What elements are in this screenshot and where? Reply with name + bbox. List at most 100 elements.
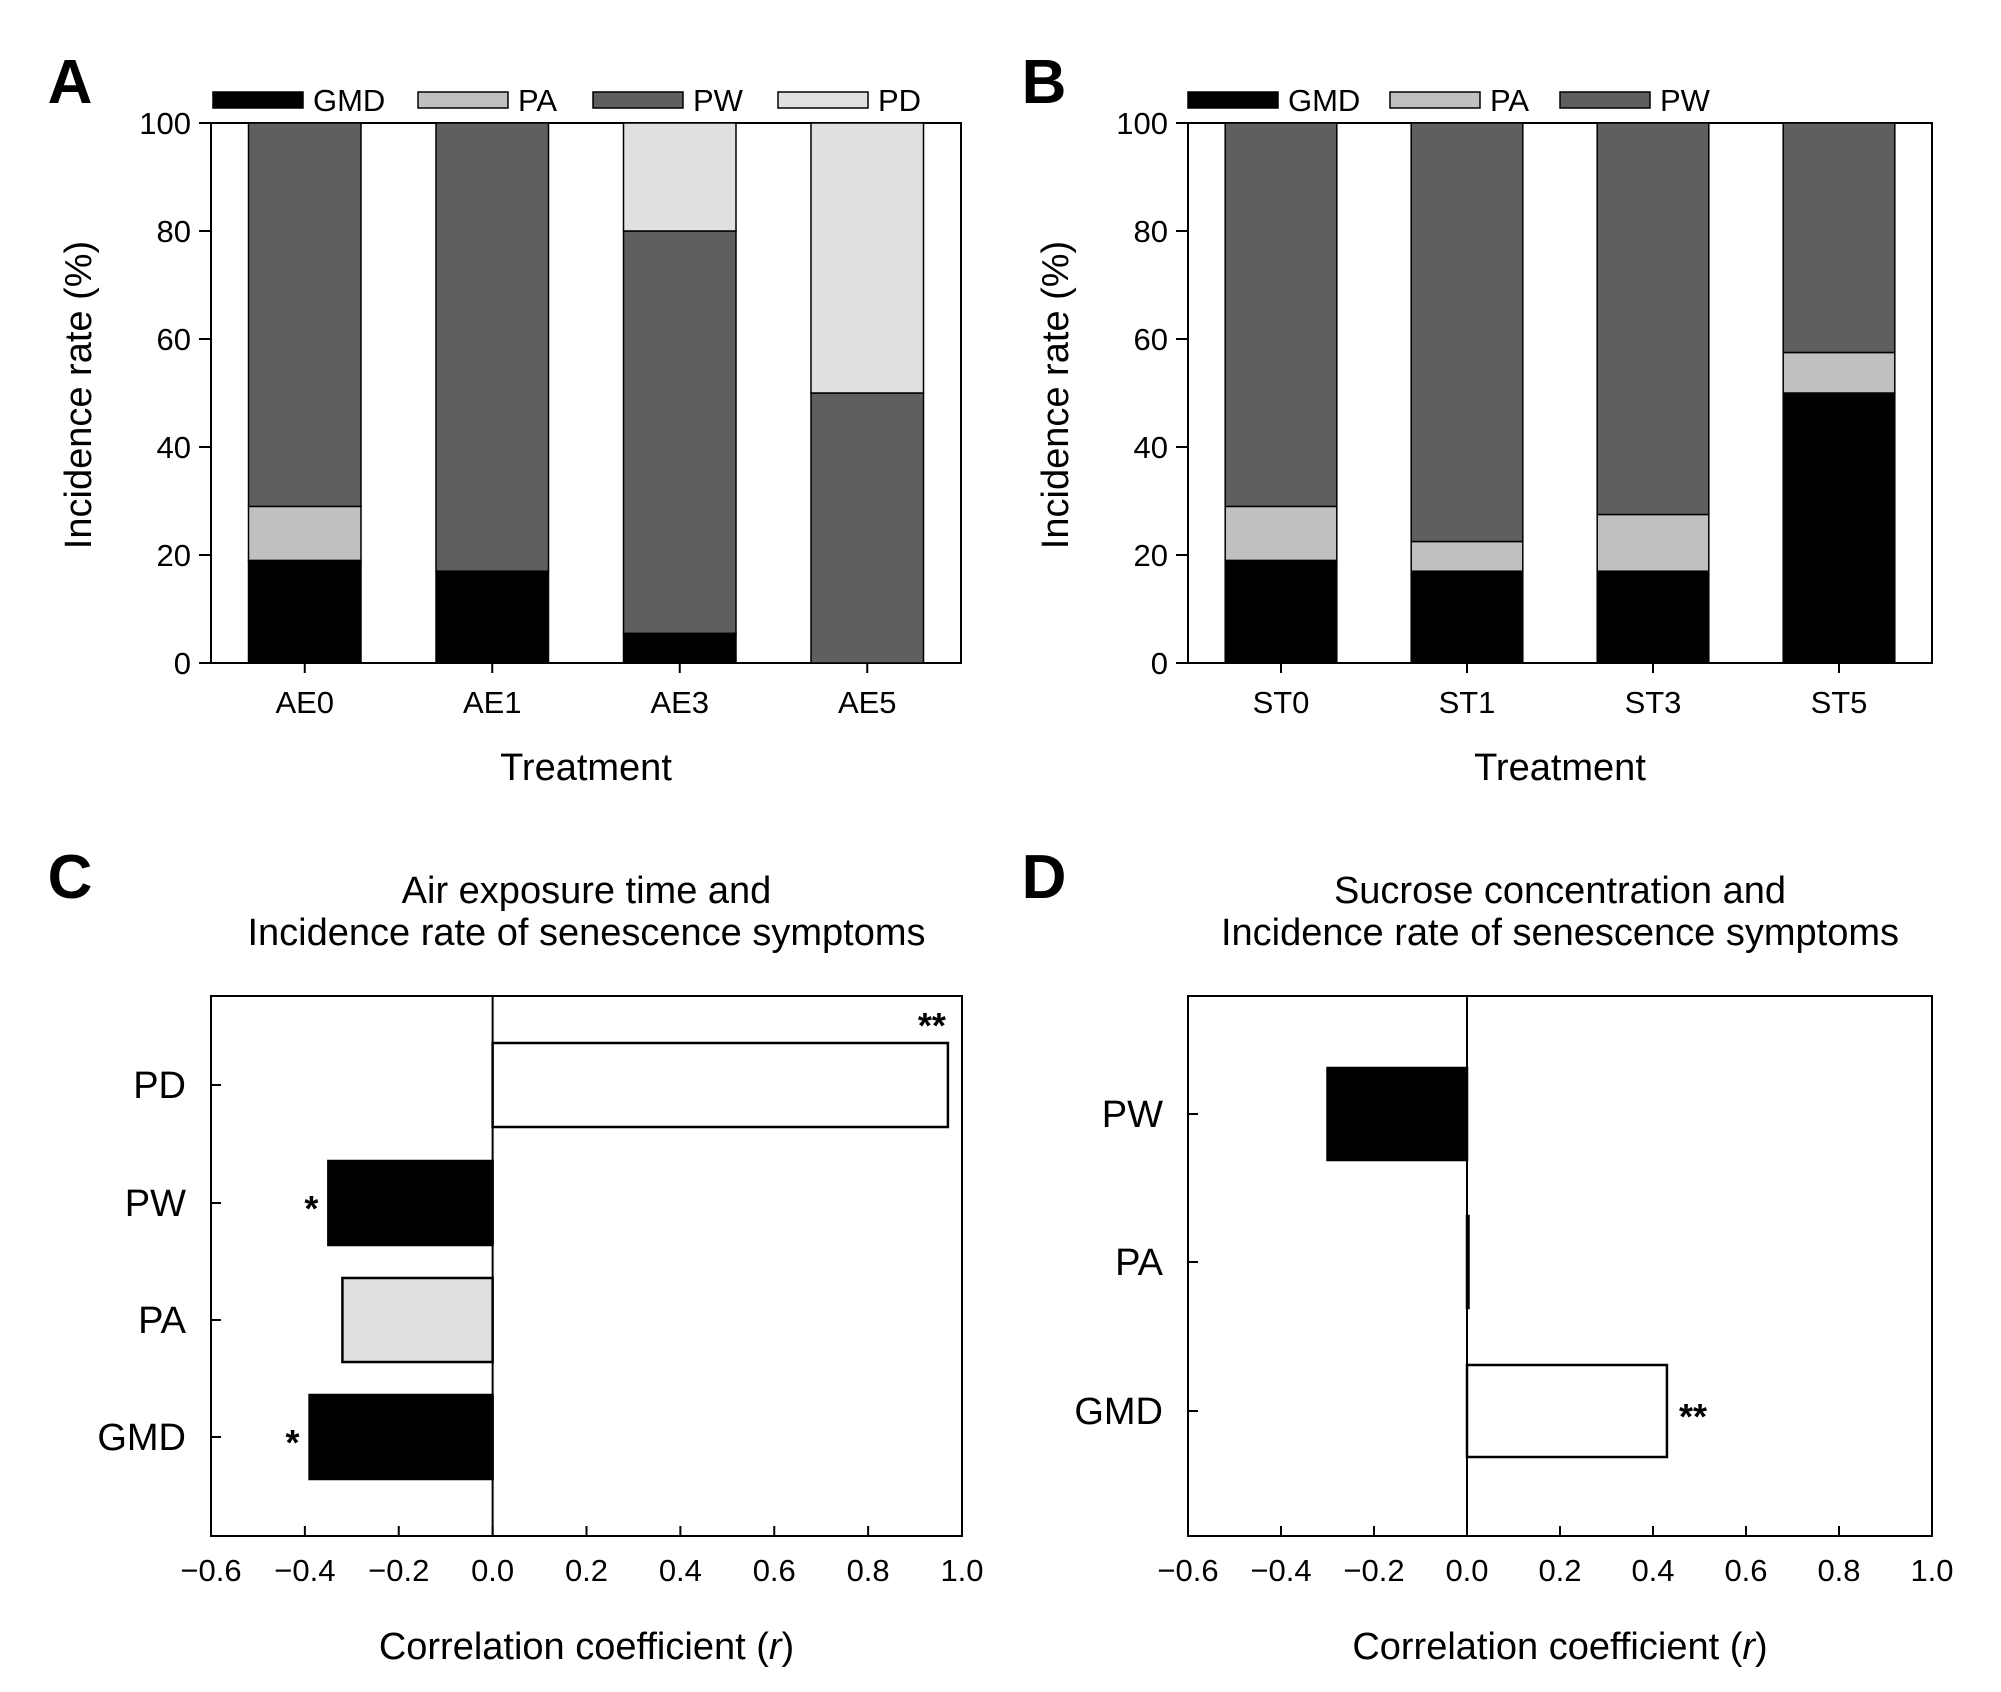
x-tick-label: 0.8: [847, 1553, 890, 1588]
bar-segment-pw-ae5: [810, 392, 925, 664]
bar-segment-pd-ae3: [622, 122, 737, 232]
bar-pw: [1326, 1066, 1469, 1162]
bar-pw: [327, 1159, 494, 1247]
bar-segment-pw-st5: [1782, 122, 1896, 354]
panel-letter: B: [1022, 48, 1067, 117]
panel-letter: A: [48, 48, 93, 117]
x-tick-label-st5: ST5: [1811, 685, 1868, 720]
legend-label-pw: PW: [693, 83, 744, 118]
y-axis-label: Incidence rate (%): [58, 241, 100, 549]
x-tick-label: −0.2: [1343, 1553, 1404, 1588]
category-label-gmd: GMD: [1074, 1391, 1163, 1433]
x-axis-label: Treatment: [1474, 747, 1646, 789]
category-label-pa: PA: [1115, 1242, 1164, 1284]
legend-swatch-pw: [592, 91, 684, 109]
bar-segment-pw-st3: [1596, 122, 1710, 516]
x-tick-label: −0.4: [274, 1553, 335, 1588]
legend-label-pa: PA: [1490, 83, 1529, 118]
legend-swatch-pa: [1389, 91, 1481, 109]
panel-d: Correlation coefficient (r) D: [1022, 843, 1933, 1668]
bar-gmd: [308, 1393, 494, 1481]
x-axis-label-part: Correlation coefficient (: [1352, 1626, 1742, 1668]
bar-segment-gmd-st5: [1782, 392, 1896, 664]
x-tick-label-ae5: AE5: [838, 685, 897, 720]
y-tick-label: 20: [157, 538, 191, 573]
y-tick-label: 60: [157, 322, 191, 357]
x-tick-label: −0.4: [1250, 1553, 1311, 1588]
y-tick-label: 80: [1134, 214, 1168, 249]
legend-swatch-gmd: [1187, 91, 1279, 109]
x-tick-label: −0.6: [1157, 1553, 1218, 1588]
significance-marker-gmd: *: [286, 1422, 300, 1463]
bar-pa: [1465, 1214, 1470, 1310]
x-tick-label-st1: ST1: [1439, 685, 1496, 720]
chart-title-line-2: Incidence rate of senescence symptoms: [1221, 912, 1899, 954]
y-tick-label: 40: [1134, 430, 1168, 465]
x-axis-label: Correlation coefficient (r): [1352, 1626, 1767, 1668]
legend-swatch-pd: [777, 91, 869, 109]
chart-title-line-1: Sucrose concentration and: [1334, 870, 1786, 912]
significance-marker-pw: *: [304, 1188, 318, 1229]
bar-segment-pw-ae1: [435, 122, 550, 572]
x-tick-label-ae3: AE3: [650, 685, 709, 720]
legend-swatch-pw: [1559, 91, 1651, 109]
y-tick-label: 20: [1134, 538, 1168, 573]
x-tick-label: 0.4: [659, 1553, 702, 1588]
x-tick-label: 0.6: [753, 1553, 796, 1588]
x-tick-label-ae1: AE1: [463, 685, 522, 720]
panel-a: A: [48, 48, 962, 673]
plot-frame: [210, 122, 962, 664]
bar-gmd: [1465, 1363, 1669, 1459]
bar-segment-pw-ae0: [247, 122, 362, 508]
bar-pa: [341, 1276, 494, 1364]
category-label-pa: PA: [138, 1300, 187, 1342]
x-axis-label-part: r: [1742, 1626, 1756, 1668]
y-tick-label: 40: [157, 430, 191, 465]
x-tick-label: 1.0: [1910, 1553, 1953, 1588]
panel-b: B: [1022, 48, 1933, 673]
legend-swatch-gmd: [212, 91, 304, 109]
bar-segment-pw-st1: [1410, 122, 1524, 543]
legend-label-pw: PW: [1660, 83, 1711, 118]
y-axis-label: Incidence rate (%): [1035, 241, 1077, 549]
x-tick-label: 0.0: [471, 1553, 514, 1588]
x-axis-label-part: ): [1755, 1626, 1768, 1668]
bar-segment-gmd-st3: [1596, 570, 1710, 664]
bar-segment-gmd-ae1: [435, 570, 550, 664]
x-tick-label: 0.8: [1817, 1553, 1860, 1588]
chart-title-line-1: Air exposure time and: [402, 870, 772, 912]
bar-segment-pw-st0: [1224, 122, 1338, 508]
x-tick-label: −0.2: [368, 1553, 429, 1588]
significance-marker-pd: **: [918, 1005, 946, 1046]
y-tick-label: 0: [1151, 646, 1168, 681]
x-tick-label-st3: ST3: [1625, 685, 1682, 720]
bar-segment-pw-ae3: [622, 230, 737, 635]
y-tick-label: 60: [1134, 322, 1168, 357]
category-label-pd: PD: [133, 1065, 186, 1107]
panel-letter: D: [1022, 843, 1067, 912]
y-tick-label: 100: [139, 106, 191, 141]
category-label-pw: PW: [125, 1183, 186, 1225]
y-tick-label: 0: [174, 646, 191, 681]
bar-segment-pa-st0: [1224, 505, 1338, 562]
x-axis-label: Treatment: [500, 747, 672, 789]
x-axis-label-part: r: [769, 1626, 783, 1668]
x-tick-label: 0.4: [1631, 1553, 1674, 1588]
y-tick-label: 80: [157, 214, 191, 249]
significance-marker-gmd: **: [1679, 1396, 1707, 1437]
bar-segment-pa-ae0: [247, 505, 362, 562]
bar-segment-gmd-ae0: [247, 559, 362, 664]
x-tick-label: 1.0: [940, 1553, 983, 1588]
legend-label-pa: PA: [518, 83, 557, 118]
bar-segment-gmd-st1: [1410, 570, 1524, 664]
legend-label-gmd: GMD: [313, 83, 385, 118]
x-tick-label: 0.6: [1724, 1553, 1767, 1588]
x-axis-label-part: Correlation coefficient (: [379, 1626, 769, 1668]
x-axis-label-part: ): [782, 1626, 795, 1668]
legend-label-pd: PD: [878, 83, 921, 118]
x-tick-label: −0.6: [180, 1553, 241, 1588]
legend-swatch-pa: [417, 91, 509, 109]
bar-segment-gmd-ae3: [622, 632, 737, 664]
bar-segment-pa-st3: [1596, 513, 1710, 572]
